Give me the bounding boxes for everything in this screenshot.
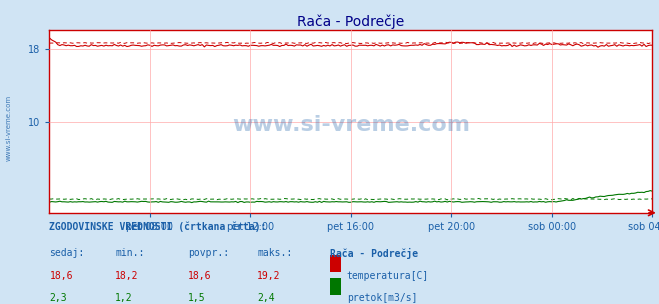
Text: povpr.:: povpr.: [188,248,229,258]
Text: temperatura[C]: temperatura[C] [347,271,429,281]
Text: 2,3: 2,3 [49,293,67,303]
Text: www.si-vreme.com: www.si-vreme.com [232,115,470,135]
Text: 19,2: 19,2 [257,271,281,281]
Text: maks.:: maks.: [257,248,292,258]
Text: 1,5: 1,5 [188,293,206,303]
Text: 18,2: 18,2 [115,271,139,281]
Text: 1,2: 1,2 [115,293,133,303]
Text: 18,6: 18,6 [188,271,212,281]
Text: 18,6: 18,6 [49,271,73,281]
Text: sedaj:: sedaj: [49,248,84,258]
Text: ZGODOVINSKE VREDNOSTI (črtkana črta):: ZGODOVINSKE VREDNOSTI (črtkana črta): [49,222,267,233]
Text: pretok[m3/s]: pretok[m3/s] [347,293,417,303]
Text: min.:: min.: [115,248,145,258]
Title: Rača - Podrečje: Rača - Podrečje [297,15,405,29]
Text: 2,4: 2,4 [257,293,275,303]
Text: www.si-vreme.com: www.si-vreme.com [5,95,11,161]
Text: Rača - Podrečje: Rača - Podrečje [330,248,418,259]
